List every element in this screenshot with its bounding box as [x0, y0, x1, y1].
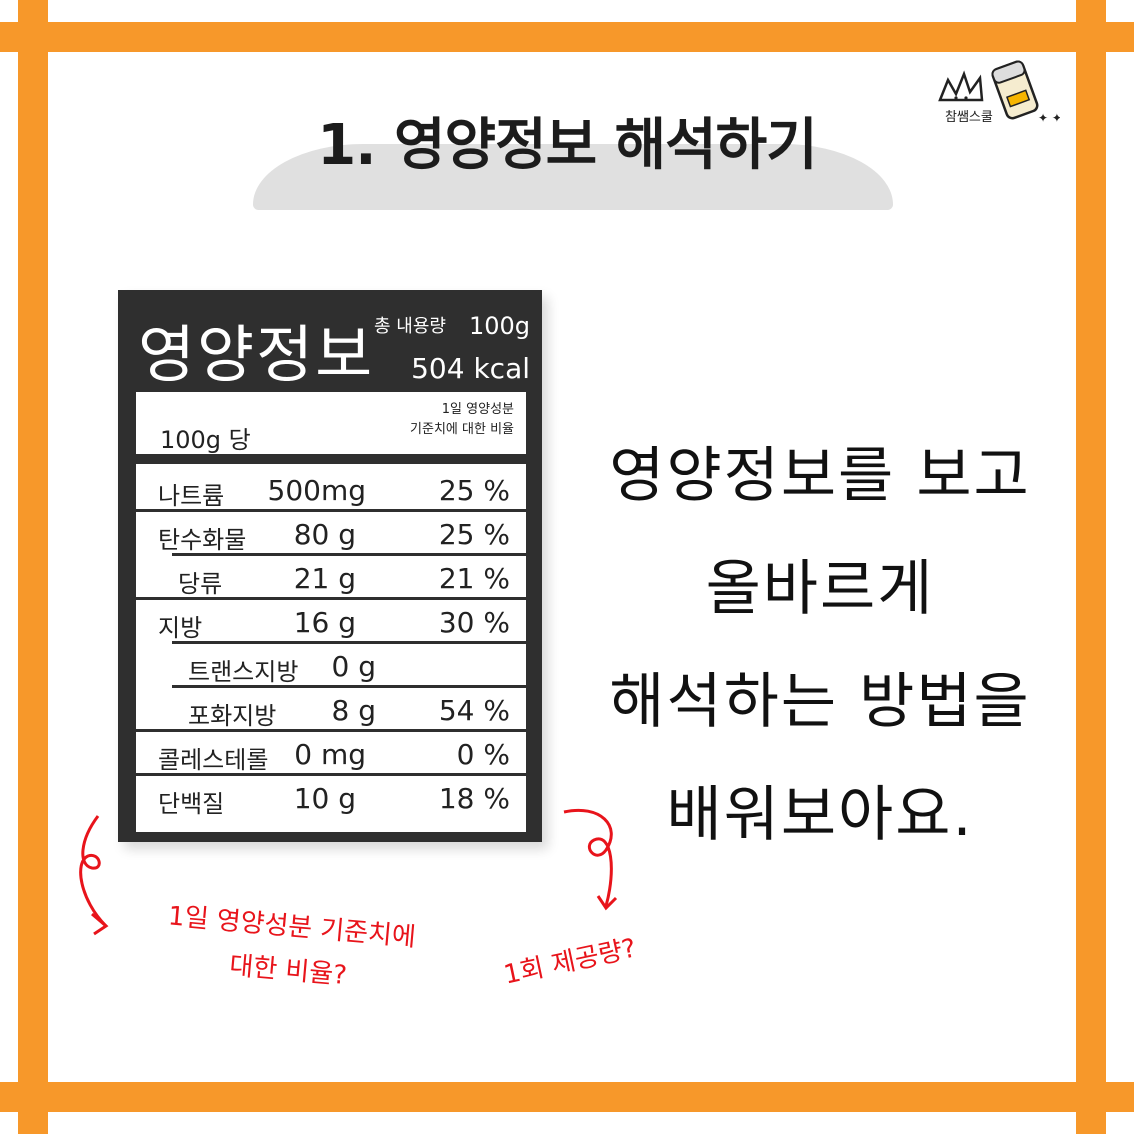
left-curved-arrow-icon: [79, 815, 109, 936]
label-per-serving: 100g 당: [160, 426, 251, 454]
nutrient-amount: 80 g: [293, 518, 356, 551]
nutrient-amount: 500mg: [267, 474, 367, 507]
nutrient-row-carbohydrate: 탄수화물 80 g 25 %: [136, 512, 526, 556]
nutrient-amount: 0 mg: [294, 738, 366, 771]
logo-text: 참쌤스쿨: [945, 110, 993, 125]
nutrient-name: 당류: [178, 570, 223, 598]
frame-top: [0, 22, 1134, 52]
description-line: 영양정보를 보고: [609, 441, 1031, 511]
note-daily-value: 1일 영양성분 기준치에 대한 비율?: [137, 892, 444, 1006]
nutrient-name: 콜레스테롤: [158, 746, 269, 774]
description-line: 배워보아요.: [666, 780, 974, 850]
nutrient-row-trans-fat: 트랜스지방 0 g: [136, 644, 526, 688]
nutrient-row-saturated-fat: 포화지방 8 g 54 %: [136, 688, 526, 732]
nutrient-amount: 21 g: [293, 562, 356, 595]
nutrient-name: 포화지방: [188, 702, 277, 730]
nutrient-amount: 16 g: [293, 606, 356, 639]
label-reference-line2: 기준치에 대한 비율: [410, 422, 514, 437]
description-line: 해석하는 방법을: [609, 667, 1031, 737]
nutrient-amount: 8 g: [331, 694, 377, 727]
nutrient-amount: 10 g: [293, 782, 356, 815]
nutrient-percent: 0 %: [456, 738, 510, 771]
nutrient-amount: 0 g: [331, 650, 377, 683]
nutrient-row-cholesterol: 콜레스테롤 0 mg 0 %: [136, 732, 526, 776]
nutrient-percent: 30 %: [438, 606, 510, 639]
nutrient-percent: 21 %: [438, 562, 510, 595]
label-thick-divider: [136, 454, 526, 464]
label-body: 100g 당 1일 영양성분 기준치에 대한 비율 나트륨 500mg 25 %…: [136, 392, 526, 832]
nutrient-name: 단백질: [158, 790, 225, 818]
svg-text:✦ ✦: ✦ ✦: [1038, 111, 1060, 125]
nutrient-name: 트랜스지방: [188, 658, 299, 686]
title-background: [253, 144, 893, 210]
label-reference: 1일 영양성분 기준치에 대한 비율: [334, 400, 514, 440]
note-serving-size: 1회 제공량?: [501, 933, 639, 991]
right-curved-arrow-icon: [563, 808, 618, 911]
nutrient-row-fat: 지방 16 g 30 %: [136, 600, 526, 644]
nutrient-row-sugar: 당류 21 g 21 %: [136, 556, 526, 600]
nutrient-percent: 54 %: [438, 694, 510, 727]
label-heading: 영양정보: [138, 318, 375, 391]
nutrient-row-sodium: 나트륨 500mg 25 %: [136, 468, 526, 512]
nutrient-name: 지방: [158, 614, 203, 642]
description-line: 올바르게: [705, 554, 935, 624]
label-total-label: 총 내용량: [374, 316, 446, 337]
frame-right: [1076, 0, 1106, 1134]
chamssaem-school-logo-icon: ✦ ✦: [938, 60, 1060, 125]
frame-bottom: [0, 1082, 1134, 1112]
nutrient-percent: 25 %: [438, 518, 510, 551]
nutrition-label: 영양정보 총 내용량 100g 504 kcal 100g 당 1일 영양성분 …: [118, 290, 542, 842]
nutrient-percent: 18 %: [438, 782, 510, 815]
page-title: 1. 영양정보 해석하기: [317, 113, 817, 178]
label-kcal: 504 kcal: [411, 352, 530, 385]
description: 영양정보를 보고 올바르게 해석하는 방법을 배워보아요.: [580, 420, 1060, 872]
nutrient-percent: 25 %: [438, 474, 510, 507]
label-total-value: 100g: [468, 312, 530, 340]
nutrient-name: 탄수화물: [158, 526, 247, 554]
frame-left: [18, 0, 48, 1134]
nutrient-name: 나트륨: [158, 482, 225, 510]
nutrient-row-protein: 단백질 10 g 18 %: [136, 776, 526, 820]
label-reference-line1: 1일 영양성분: [441, 402, 514, 417]
